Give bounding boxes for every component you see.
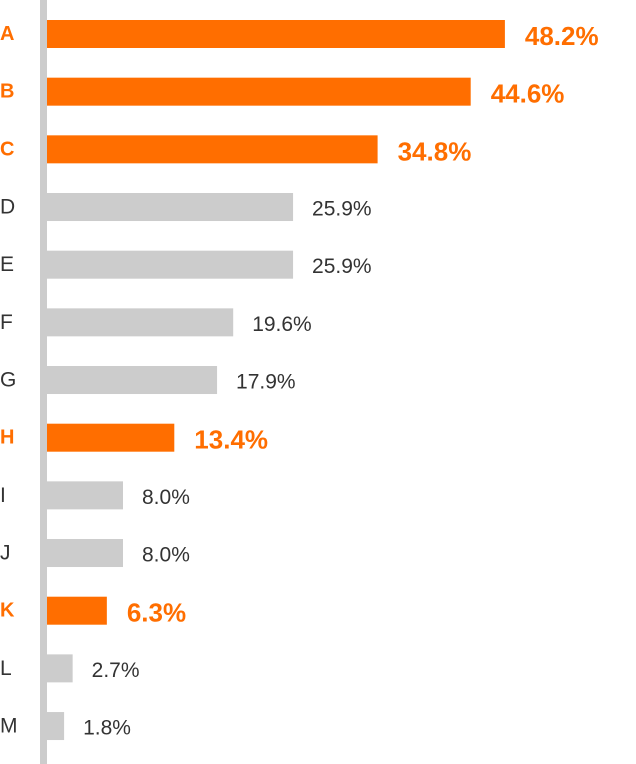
bar-l <box>47 654 73 683</box>
value-label-k: 6.3% <box>127 598 186 628</box>
value-label-e: 25.9% <box>312 255 372 278</box>
category-label-j: J <box>0 542 11 565</box>
bar-f <box>47 308 234 337</box>
value-label-j: 8.0% <box>142 544 190 567</box>
category-label-a: A <box>0 23 14 45</box>
bar-m <box>47 712 65 741</box>
bar-i <box>47 481 123 510</box>
bar-e <box>47 250 294 279</box>
bar-d <box>47 193 294 222</box>
category-label-d: D <box>0 196 15 219</box>
category-label-e: E <box>0 253 14 276</box>
value-label-d: 25.9% <box>312 198 372 221</box>
value-label-b: 44.6% <box>491 79 565 109</box>
category-label-b: B <box>0 81 14 103</box>
bar-j <box>47 539 123 568</box>
value-label-i: 8.0% <box>142 486 190 509</box>
category-label-f: F <box>0 311 13 334</box>
y-axis-line <box>40 0 47 764</box>
value-label-c: 34.8% <box>398 136 472 166</box>
value-label-m: 1.8% <box>83 717 131 740</box>
value-label-h: 13.4% <box>194 425 268 455</box>
value-label-a: 48.2% <box>525 21 599 51</box>
bar-b <box>47 77 471 106</box>
bar-c <box>47 135 378 164</box>
category-label-h: H <box>0 427 14 449</box>
category-label-g: G <box>0 369 16 392</box>
bar-g <box>47 366 218 395</box>
bar-k <box>47 596 107 625</box>
bar-a <box>47 20 505 48</box>
category-label-l: L <box>0 657 12 680</box>
bar-h <box>47 423 175 452</box>
value-label-l: 2.7% <box>92 659 140 682</box>
category-label-k: K <box>0 600 15 622</box>
category-label-m: M <box>0 715 18 738</box>
category-label-c: C <box>0 138 14 160</box>
category-label-i: I <box>0 484 6 507</box>
value-label-g: 17.9% <box>236 371 296 394</box>
value-label-f: 19.6% <box>252 313 312 336</box>
